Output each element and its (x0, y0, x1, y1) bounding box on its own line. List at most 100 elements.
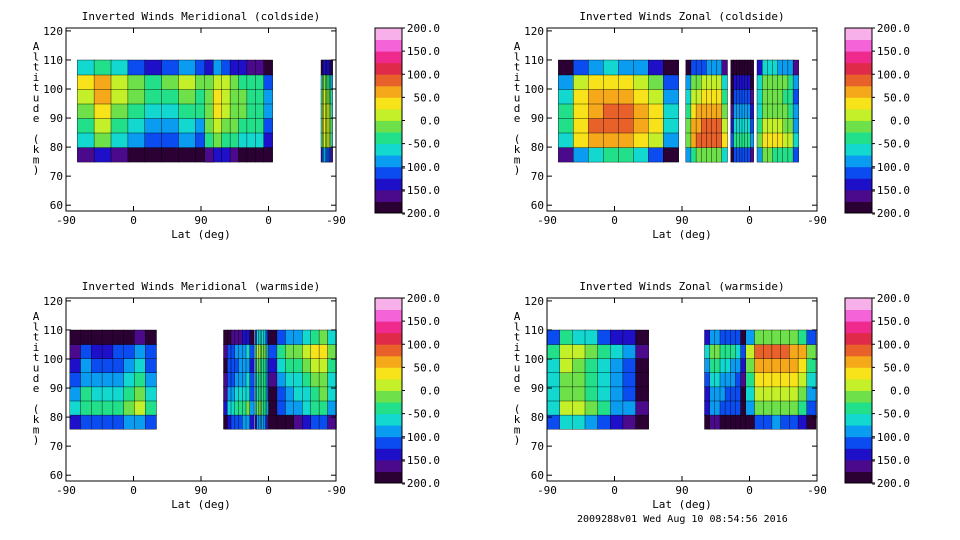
colorbar-tick-label: 200.0 (877, 292, 910, 305)
x-tick-label: -90 (326, 484, 346, 497)
contour-cell (110, 59, 129, 76)
contour-cell (91, 343, 103, 359)
contour-cell (730, 400, 737, 416)
contour-cell (246, 117, 256, 134)
x-tick-label: 0 (746, 484, 753, 497)
y-tick-label: 80 (50, 141, 63, 154)
contour-cell (772, 117, 779, 134)
colorbar-swatch (845, 97, 872, 110)
contour-cell (622, 386, 637, 402)
contour-cell (249, 400, 255, 416)
contour-cell (221, 103, 231, 119)
contour-cell (754, 343, 764, 359)
contour-cell (559, 386, 574, 402)
contour-cell (767, 146, 774, 163)
contour-cell (178, 132, 197, 148)
contour-cell (762, 74, 769, 90)
contour-cell (80, 400, 93, 416)
contour-cell (730, 343, 737, 359)
contour-cell (310, 372, 320, 388)
contour-cell (735, 386, 742, 402)
contour-cell (178, 146, 197, 163)
contour-cell (756, 103, 763, 119)
contour-cell (618, 59, 634, 76)
contour-cell (622, 414, 637, 430)
colorbar-swatch (375, 298, 402, 310)
contour-cell (754, 329, 764, 345)
contour-cell (327, 386, 337, 402)
x-axis-label: Lat (deg) (171, 498, 231, 511)
contour-cell (293, 358, 303, 374)
y-tick-label: 70 (531, 440, 544, 453)
contour-cell (721, 59, 728, 76)
contour-cell (714, 343, 721, 359)
data-segment (730, 59, 754, 163)
contour-cell (771, 414, 782, 430)
data-segment (320, 59, 333, 163)
contour-cell (112, 358, 125, 374)
contour-cell (101, 386, 114, 402)
contour-cell (318, 386, 329, 402)
contour-cell (327, 343, 337, 359)
contour-cell (762, 146, 769, 163)
contour-cell (546, 343, 561, 359)
y-label-char: m (514, 153, 521, 166)
y-label-char: A (514, 40, 521, 53)
contour-cell (648, 59, 664, 76)
contour-cell (318, 329, 329, 345)
colorbar-swatch (845, 332, 872, 345)
contour-cell (648, 88, 664, 105)
contour-cell (735, 372, 742, 388)
contour-cell (263, 74, 273, 90)
contour-cell (110, 146, 129, 163)
contour-cell (740, 372, 747, 388)
contour-cell (127, 59, 146, 76)
y-label-char: k (33, 143, 40, 156)
colorbar-swatch (845, 28, 872, 40)
y-label-char: i (33, 71, 40, 84)
contour-cell (806, 358, 817, 374)
contour-cell (635, 358, 649, 374)
contour-cell (663, 74, 679, 90)
contour-cell (787, 146, 794, 163)
contour-cell (740, 414, 747, 430)
contour-cell (144, 132, 163, 148)
contour-cell (772, 59, 779, 76)
colorbar-swatch (845, 344, 872, 357)
contour-cell (685, 103, 692, 119)
contour-cell (690, 103, 697, 119)
contour-cell (750, 74, 754, 90)
colorbar-tick-label: -150.0 (400, 184, 440, 197)
y-label-char: t (33, 351, 40, 364)
contour-cell (178, 103, 197, 119)
contour-cell (127, 132, 146, 148)
contour-cell (285, 386, 295, 402)
contour-cell (695, 59, 702, 76)
contour-cell (161, 103, 180, 119)
contour-cell (597, 400, 611, 416)
contour-cell (754, 400, 764, 416)
contour-cell (685, 74, 692, 90)
y-label-char: t (514, 81, 521, 94)
x-tick-label: 0 (265, 484, 272, 497)
contour-cell (740, 386, 747, 402)
contour-cell (546, 400, 561, 416)
contour-cell (771, 386, 782, 402)
contour-cell (797, 358, 808, 374)
contour-cell (77, 146, 95, 163)
colorbar-swatch (845, 402, 872, 415)
contour-cell (212, 132, 223, 148)
contour-cell (735, 343, 742, 359)
contour-cell (685, 59, 692, 76)
contour-cell (695, 146, 702, 163)
contour-cell (144, 386, 157, 402)
data-segment (77, 59, 213, 163)
contour-cell (701, 59, 708, 76)
contour-cell (293, 414, 303, 430)
contour-cell (735, 329, 742, 345)
contour-cell (762, 132, 769, 148)
contour-cell (730, 372, 737, 388)
contour-cell (618, 103, 634, 119)
data-segment (745, 329, 817, 430)
contour-cell (559, 372, 574, 388)
